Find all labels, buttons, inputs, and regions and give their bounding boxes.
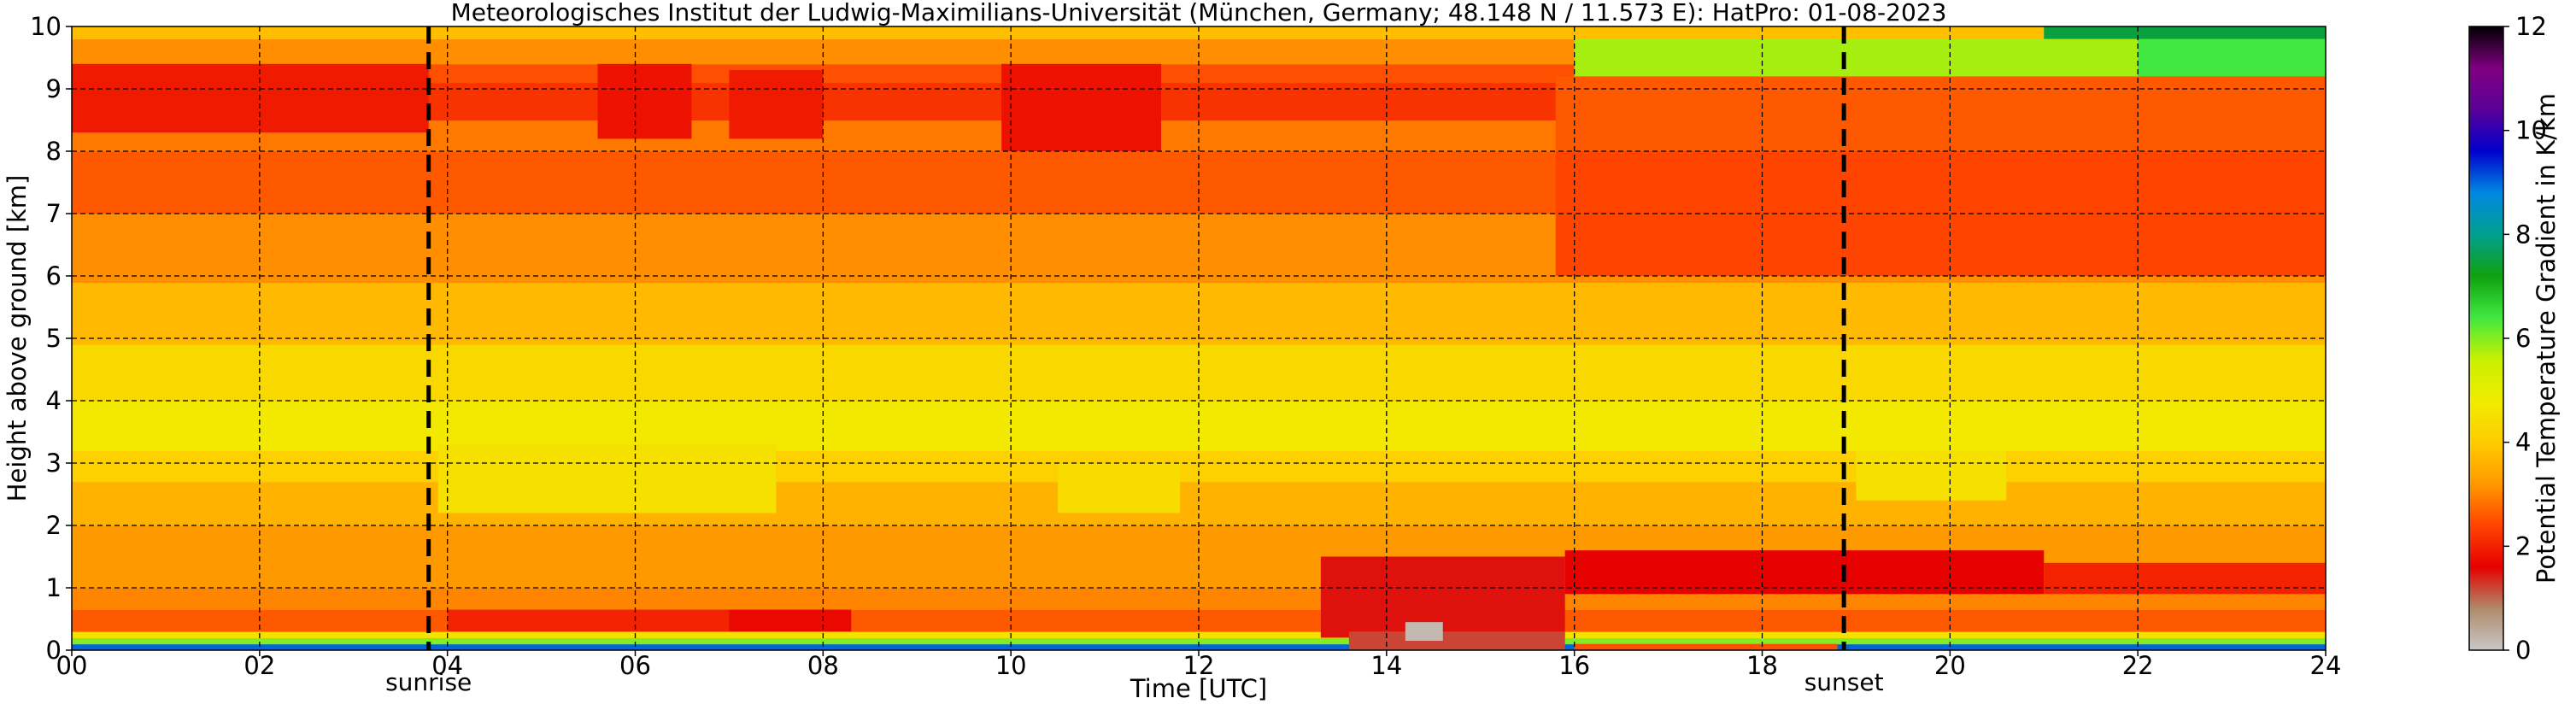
heatmap-feature-2 xyxy=(729,70,824,139)
heatmap-feature-17 xyxy=(1564,550,2045,595)
y-tick-label: 8 xyxy=(46,137,62,166)
heatmap-feature-11 xyxy=(1856,450,2007,501)
colorbar-tick-label: 12 xyxy=(2515,12,2547,41)
x-tick-label: 04 xyxy=(431,651,463,680)
colorbar-tick-label: 2 xyxy=(2515,531,2531,560)
x-tick-label: 02 xyxy=(244,651,275,680)
colorbar-label: Potential Temperature Gradient in K/km xyxy=(2532,93,2561,584)
heatmap-feature-3 xyxy=(1001,63,1162,151)
colorbar-scale xyxy=(2468,26,2504,651)
colorbar-tick-label: 8 xyxy=(2515,220,2531,249)
y-tick-label: 1 xyxy=(46,573,62,602)
x-axis-label: Time [UTC] xyxy=(1130,674,1267,703)
y-tick-label: 9 xyxy=(46,74,62,103)
heatmap-feature-10 xyxy=(1058,463,1181,513)
x-tick-label: 20 xyxy=(1934,651,1966,680)
y-tick-label: 10 xyxy=(30,12,62,41)
heatmap-layer-1 xyxy=(72,637,2326,645)
y-tick-label: 7 xyxy=(46,199,62,228)
heatmap-feature-18 xyxy=(2044,562,2326,595)
heatmap-feature-4 xyxy=(1555,151,2326,276)
heatmap-feature-13 xyxy=(729,609,852,632)
colorbar: 0 2 4 6 8 10 12 xyxy=(2468,12,2547,665)
chart-title: Meteorologisches Institut der Ludwig-Max… xyxy=(451,0,1947,26)
y-axis-label: Height above ground [km] xyxy=(3,175,32,502)
colorbar-tick-label: 6 xyxy=(2515,324,2531,353)
x-tick-label: 00 xyxy=(56,651,88,680)
colorbar-tick-label: 4 xyxy=(2515,428,2531,457)
x-tick-label: 10 xyxy=(995,651,1027,680)
x-tick-label: 08 xyxy=(807,651,839,680)
grid-lines xyxy=(72,26,2326,650)
x-tick-label: 14 xyxy=(1370,651,1402,680)
colorbar-tick-label: 0 xyxy=(2515,636,2531,665)
marker-label-sunset: sunset xyxy=(1804,668,1884,696)
heatmap-feature-7 xyxy=(2138,38,2326,77)
y-tick-label: 0 xyxy=(46,636,62,665)
heatmap-feature-19 xyxy=(1574,643,1838,650)
heatmap-feature-9 xyxy=(437,444,777,513)
heatmap-feature-5 xyxy=(1555,76,2326,151)
heatmap-feature-12 xyxy=(447,609,730,632)
x-tick-label: 16 xyxy=(1558,651,1590,680)
x-tick-label: 18 xyxy=(1746,651,1778,680)
heatmap-feature-0 xyxy=(72,63,429,133)
heatmap-layer-0 xyxy=(72,643,2326,651)
marker-label-sunrise: sunrise xyxy=(385,668,472,696)
y-tick-label: 4 xyxy=(46,386,62,415)
heatmap-feature-15 xyxy=(1348,631,1565,650)
x-tick-label: 22 xyxy=(2122,651,2154,680)
y-tick-label: 2 xyxy=(46,511,62,540)
sun-markers: sunrise sunset xyxy=(385,26,1884,696)
heatmap-feature-14 xyxy=(1320,556,1565,638)
x-tick-label: 06 xyxy=(619,651,651,680)
y-tick-label: 5 xyxy=(46,324,62,353)
x-tick-label: 24 xyxy=(2310,651,2342,680)
colorbar-tick-label: 10 xyxy=(2515,116,2547,145)
x-tick-label: 12 xyxy=(1183,651,1215,680)
heatmap-feature-16 xyxy=(1405,622,1443,642)
y-tick-label: 3 xyxy=(46,449,62,478)
heatmap-feature-8 xyxy=(2044,26,2326,39)
heatmap-layer-8 xyxy=(72,401,2326,451)
y-tick-label: 6 xyxy=(46,261,62,290)
heatmap-feature-1 xyxy=(597,63,692,139)
heatmap-feature-6 xyxy=(1574,38,2139,77)
